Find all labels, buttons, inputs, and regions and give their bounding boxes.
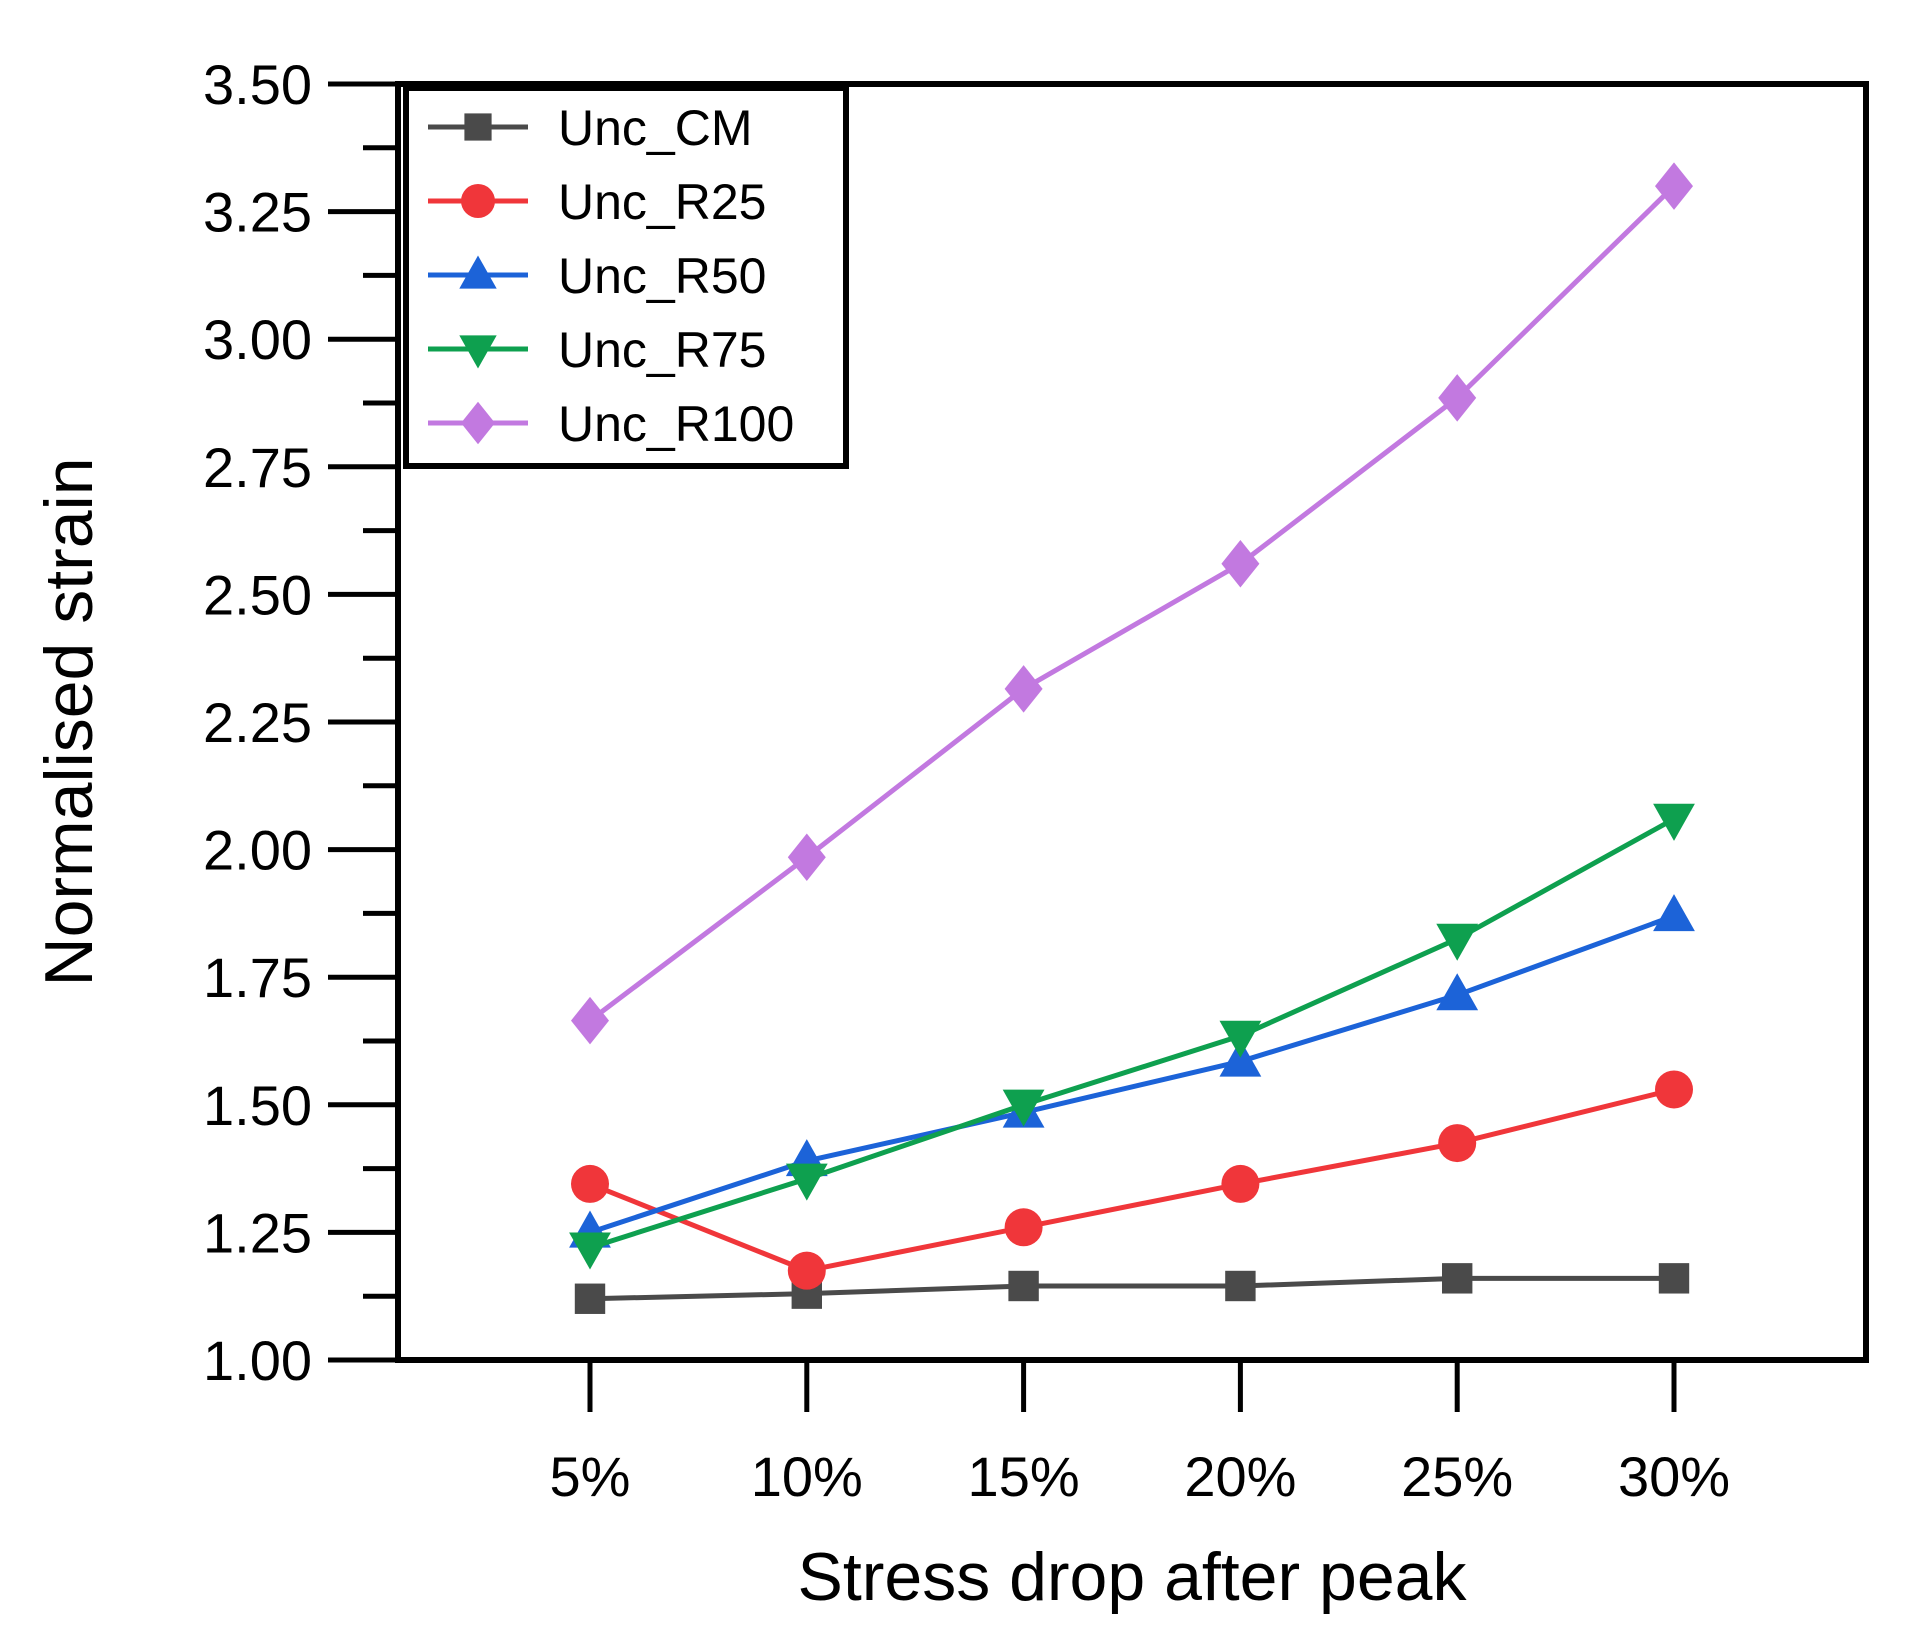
legend-item: Unc_R25 <box>428 174 766 230</box>
data-point <box>1004 1208 1043 1247</box>
x-tick-label: 15% <box>968 1445 1080 1508</box>
data-point <box>1008 1270 1039 1302</box>
x-tick-label: 10% <box>751 1445 863 1508</box>
data-point <box>1442 1263 1473 1294</box>
series-line <box>589 1087 1675 1274</box>
legend-marker <box>461 184 495 218</box>
data-point <box>569 1232 611 1270</box>
legend-marker <box>459 255 497 289</box>
y-tick-label: 3.50 <box>203 53 312 116</box>
legend-label: Unc_R25 <box>558 174 766 230</box>
data-point <box>571 1164 609 1203</box>
data-point <box>1436 973 1479 1011</box>
data-point <box>1225 1270 1256 1302</box>
series-Unc_R75 <box>569 803 1695 1270</box>
y-tick-label: 2.50 <box>203 563 312 626</box>
legend-item: Unc_CM <box>428 100 752 156</box>
legend-marker <box>461 401 495 445</box>
legend-item: Unc_R75 <box>428 322 766 378</box>
legend-item: Unc_R50 <box>428 248 766 304</box>
data-point <box>785 1163 828 1201</box>
data-point <box>1658 1263 1690 1294</box>
y-tick-label: 1.50 <box>203 1074 312 1137</box>
plot-frame <box>395 81 1869 1363</box>
x-tick-label: 20% <box>1184 1445 1296 1508</box>
data-point <box>787 833 826 882</box>
legend-item: Unc_R100 <box>428 396 794 452</box>
y-axis-title: Normalised strain <box>31 457 107 986</box>
series-Unc_R100 <box>571 162 1693 1045</box>
legend-marker <box>459 335 497 369</box>
data-point <box>1438 374 1477 422</box>
data-point <box>1002 1089 1045 1127</box>
y-tick-label: 2.75 <box>203 436 312 499</box>
data-point <box>1219 1020 1262 1058</box>
y-tick-label: 2.00 <box>203 819 312 882</box>
legend-label: Unc_R75 <box>558 322 766 378</box>
data-point <box>1004 665 1043 713</box>
y-tick-label: 1.00 <box>203 1329 312 1392</box>
y-tick-label: 1.75 <box>203 946 312 1009</box>
series-group <box>569 162 1695 1314</box>
y-tick-label: 3.25 <box>203 181 312 244</box>
x-tick-label: 5% <box>550 1445 631 1508</box>
x-tick-label: 30% <box>1618 1445 1730 1508</box>
data-point <box>787 1251 826 1290</box>
data-point <box>1655 162 1693 210</box>
series-Unc_CM <box>574 1263 1690 1314</box>
data-point <box>1655 1070 1693 1109</box>
legend-marker <box>464 113 492 141</box>
y-tick-label: 3.00 <box>203 308 312 371</box>
data-point <box>1221 540 1260 588</box>
data-point <box>571 996 609 1045</box>
legend-label: Unc_R100 <box>558 396 794 452</box>
y-axis: 1.00 1.25 1.50 1.75 2.00 2.25 2.50 2.75 3.00 3.25… <box>203 53 398 1392</box>
data-point <box>1653 894 1695 932</box>
data-point <box>1436 923 1479 961</box>
legend-label: Unc_R50 <box>558 248 766 304</box>
series-Unc_R25 <box>571 1070 1693 1290</box>
x-tick-label: 25% <box>1401 1445 1513 1508</box>
x-axis-title: Stress drop after peak <box>797 1539 1467 1615</box>
series-line <box>589 816 1676 1251</box>
data-point <box>574 1283 606 1314</box>
legend-label: Unc_CM <box>558 100 752 156</box>
y-tick-label: 1.25 <box>203 1201 312 1264</box>
data-point <box>1438 1124 1477 1163</box>
legend: Unc_CM Unc_R25 Unc_R50 Unc_R75 Unc_R100 <box>403 85 849 469</box>
y-tick-label: 2.25 <box>203 691 312 754</box>
series-line <box>589 1275 1674 1302</box>
data-point <box>1653 803 1695 841</box>
data-point <box>1221 1164 1260 1203</box>
series-line <box>588 184 1676 1023</box>
series-line <box>589 913 1675 1235</box>
x-axis: 5% 10% 15% 20% 25% 30% <box>550 1360 1730 1508</box>
data-point <box>1219 1039 1262 1077</box>
